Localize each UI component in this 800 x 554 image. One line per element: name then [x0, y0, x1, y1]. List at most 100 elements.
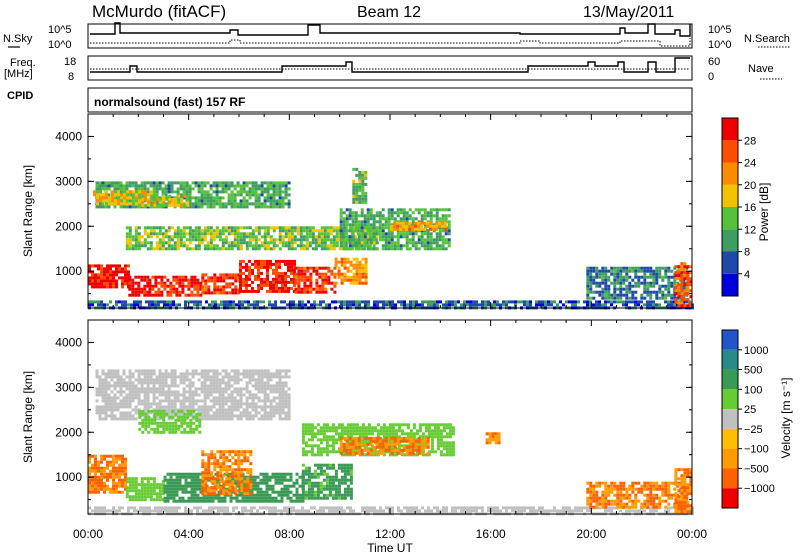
data-cell — [226, 303, 229, 307]
data-cell — [98, 405, 102, 409]
data-cell — [209, 244, 213, 248]
data-cell — [357, 244, 361, 248]
data-cell — [251, 190, 255, 194]
data-cell — [106, 264, 109, 268]
data-cell — [178, 475, 182, 479]
data-cell — [225, 291, 229, 295]
data-cell — [244, 499, 248, 503]
data-cell — [278, 390, 282, 394]
data-cell — [344, 226, 348, 230]
data-cell — [124, 475, 127, 479]
data-cell — [269, 372, 273, 376]
data-cell — [203, 414, 207, 418]
data-cell — [149, 184, 153, 188]
data-cell — [190, 493, 194, 497]
data-cell — [104, 399, 108, 403]
data-cell — [245, 193, 249, 197]
data-cell — [631, 290, 635, 294]
data-cell — [275, 289, 278, 293]
data-cell — [246, 471, 250, 475]
data-cell — [263, 277, 266, 281]
data-cell — [317, 235, 321, 239]
data-cell — [140, 495, 144, 499]
data-cell — [179, 187, 183, 191]
data-cell — [298, 499, 302, 503]
data-cell — [274, 481, 278, 485]
data-cell — [287, 226, 291, 230]
data-cell — [281, 393, 285, 397]
data-cell — [212, 190, 216, 194]
data-cell — [218, 381, 222, 385]
data-cell — [218, 417, 222, 421]
data-cell — [119, 411, 123, 415]
data-cell — [163, 281, 167, 285]
data-cell — [637, 269, 641, 273]
data-cell — [275, 187, 279, 191]
data-cell — [349, 303, 352, 307]
data-cell — [254, 408, 258, 412]
data-cell — [254, 411, 258, 415]
data-cell — [155, 402, 159, 406]
data-cell — [161, 483, 165, 487]
data-cell — [172, 499, 176, 503]
data-cell — [433, 300, 436, 304]
data-cell — [115, 270, 118, 274]
data-cell — [342, 223, 346, 227]
data-cell — [170, 187, 174, 191]
data-cell — [411, 238, 415, 242]
data-cell — [332, 244, 336, 248]
data-cell — [278, 193, 282, 197]
data-cell — [141, 197, 145, 201]
data-cell — [254, 205, 258, 209]
data-cell — [234, 489, 238, 493]
data-cell — [196, 303, 199, 307]
data-cell — [111, 199, 114, 203]
data-cell — [216, 471, 220, 475]
data-cell — [343, 275, 347, 279]
data-cell — [343, 493, 347, 497]
data-cell — [221, 390, 225, 394]
data-cell — [158, 205, 162, 209]
data-cell — [159, 412, 163, 416]
freq-tick-high: 18 — [64, 56, 76, 68]
data-cell — [417, 221, 420, 225]
data-cell — [134, 232, 138, 236]
data-cell — [328, 478, 332, 482]
data-cell — [242, 190, 246, 194]
data-cell — [196, 287, 200, 291]
data-cell — [208, 499, 212, 503]
data-cell — [161, 205, 165, 209]
data-cell — [212, 381, 216, 385]
data-cell — [185, 205, 189, 209]
data-cell — [281, 280, 284, 284]
data-cell — [169, 484, 173, 488]
data-cell — [215, 229, 219, 233]
data-cell — [328, 303, 331, 307]
data-cell — [200, 390, 204, 394]
data-cell — [107, 405, 111, 409]
data-cell — [128, 381, 132, 385]
data-cell — [340, 466, 344, 470]
data-cell — [118, 475, 121, 479]
data-cell — [305, 229, 309, 233]
data-cell — [104, 372, 108, 376]
data-cell — [674, 289, 678, 293]
data-cell — [254, 384, 258, 388]
data-cell — [105, 202, 108, 206]
data-cell — [230, 244, 234, 248]
data-cell — [194, 372, 198, 376]
data-cell — [300, 290, 304, 294]
data-cell — [122, 184, 126, 188]
data-cell — [269, 387, 273, 391]
data-cell — [200, 411, 204, 415]
data-cell — [680, 265, 684, 269]
data-cell — [169, 496, 173, 500]
data-cell — [243, 459, 247, 463]
data-cell — [451, 303, 454, 307]
data-cell — [301, 487, 305, 491]
data-cell — [103, 276, 106, 280]
data-cell — [420, 235, 424, 239]
data-cell — [107, 381, 111, 385]
data-cell — [169, 281, 173, 285]
data-cell — [284, 187, 288, 191]
